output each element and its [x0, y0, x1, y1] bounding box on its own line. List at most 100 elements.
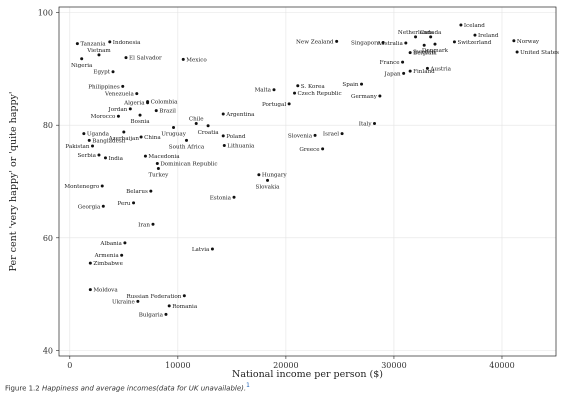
- data-point: [103, 156, 107, 160]
- y-tick-label: 80: [43, 121, 53, 130]
- data-point: [422, 43, 426, 47]
- data-point: [108, 40, 112, 44]
- data-point: [408, 51, 412, 55]
- point-label: Lithuania: [227, 143, 255, 149]
- data-point: [146, 100, 150, 104]
- point-label: Romania: [172, 304, 198, 310]
- data-point: [429, 35, 433, 39]
- x-tick-label: 40000: [489, 361, 514, 370]
- data-point: [378, 94, 382, 98]
- data-point: [167, 304, 171, 308]
- data-point: [414, 35, 418, 39]
- data-point: [296, 84, 300, 88]
- point-label: Croatia: [198, 130, 220, 136]
- data-point: [101, 204, 105, 208]
- data-point: [257, 173, 261, 177]
- point-label: Slovenia: [288, 133, 313, 139]
- data-point: [321, 147, 325, 151]
- point-label: Iceland: [464, 23, 485, 29]
- point-label: Russian Federation: [126, 294, 181, 300]
- point-label: Spain: [342, 82, 359, 88]
- point-label: Singapore: [351, 40, 381, 46]
- data-point: [149, 189, 153, 193]
- point-label: Japan: [384, 71, 401, 77]
- data-point: [143, 154, 147, 158]
- figure-caption: Figure 1.2 Happiness and average incomes…: [5, 383, 250, 392]
- data-point: [111, 70, 115, 74]
- data-point: [515, 50, 519, 54]
- data-point: [381, 40, 385, 44]
- caption-text: Happiness and average incomes(data for U…: [41, 384, 247, 393]
- data-point: [184, 138, 188, 142]
- data-point: [402, 71, 406, 75]
- data-point: [182, 294, 186, 298]
- data-point: [120, 253, 124, 257]
- x-tick-label: 30000: [381, 361, 406, 370]
- data-point: [340, 132, 344, 136]
- data-point: [401, 60, 405, 64]
- point-label: Montenegro: [64, 184, 99, 190]
- data-point: [194, 122, 198, 126]
- data-point: [97, 153, 101, 157]
- data-point: [512, 39, 516, 43]
- x-tick-label: 10000: [165, 361, 190, 370]
- data-point: [97, 53, 101, 57]
- point-label: Morocco: [91, 114, 116, 120]
- data-point: [459, 23, 463, 27]
- scatter-chart: 0 10000 20000 30000 40000 40 60 80 100 Tanzania I…: [8, 6, 559, 380]
- point-label: Dominican Republic: [160, 161, 217, 167]
- point-label: Greece: [299, 147, 320, 153]
- data-point: [100, 184, 104, 188]
- point-label: Chile: [189, 117, 204, 123]
- x-axis-label: National income per person ($): [232, 369, 383, 380]
- point-label: Bangladesh: [92, 138, 126, 144]
- x-tick-label: 20000: [273, 361, 298, 370]
- data-point: [151, 222, 155, 226]
- caption-footnote-link[interactable]: 1: [246, 383, 250, 389]
- data-point: [181, 57, 185, 61]
- point-label: France: [380, 60, 401, 66]
- data-point: [124, 56, 128, 60]
- point-label: Pakistan: [65, 144, 89, 150]
- point-label: Albania: [99, 241, 122, 247]
- point-label: Serbia: [77, 153, 96, 159]
- x-tick-label: 0: [67, 361, 72, 370]
- point-label: New Zealand: [296, 39, 334, 45]
- point-label: Azerbaijan: [108, 136, 140, 142]
- point-label: Colombia: [151, 100, 178, 106]
- point-label: Israel: [323, 132, 339, 138]
- data-point: [433, 42, 437, 46]
- point-label: Estonia: [210, 195, 232, 201]
- data-point: [164, 312, 168, 316]
- data-point: [155, 161, 159, 165]
- data-point: [156, 167, 160, 171]
- data-point: [425, 66, 429, 70]
- data-point: [172, 125, 176, 129]
- point-label: Switzerland: [457, 40, 491, 46]
- data-point: [80, 57, 84, 61]
- data-point: [116, 114, 120, 118]
- point-label: Malta: [255, 88, 272, 94]
- y-tick-label: 60: [43, 234, 53, 243]
- point-label: Jordan: [107, 107, 127, 113]
- point-label: Brazil: [159, 109, 176, 115]
- point-label: Canada: [420, 30, 442, 36]
- data-point: [87, 138, 91, 142]
- point-label: Vietnam: [86, 48, 111, 54]
- data-point: [221, 112, 225, 116]
- data-point: [128, 107, 132, 111]
- data-point: [222, 143, 226, 147]
- point-label: Denmark: [422, 48, 449, 54]
- data-point: [335, 39, 339, 43]
- data-point: [132, 201, 136, 205]
- plot-area: [58, 6, 557, 357]
- data-point: [404, 41, 408, 45]
- point-label: South Africa: [169, 144, 205, 150]
- point-label: Finland: [413, 69, 435, 75]
- data-point: [287, 102, 291, 106]
- point-label: Nigeria: [71, 63, 93, 69]
- data-point: [82, 132, 86, 136]
- point-label: Moldova: [93, 288, 118, 294]
- y-axis-label: Per cent 'very happy' or 'quite happy': [8, 91, 19, 271]
- data-point: [122, 130, 126, 134]
